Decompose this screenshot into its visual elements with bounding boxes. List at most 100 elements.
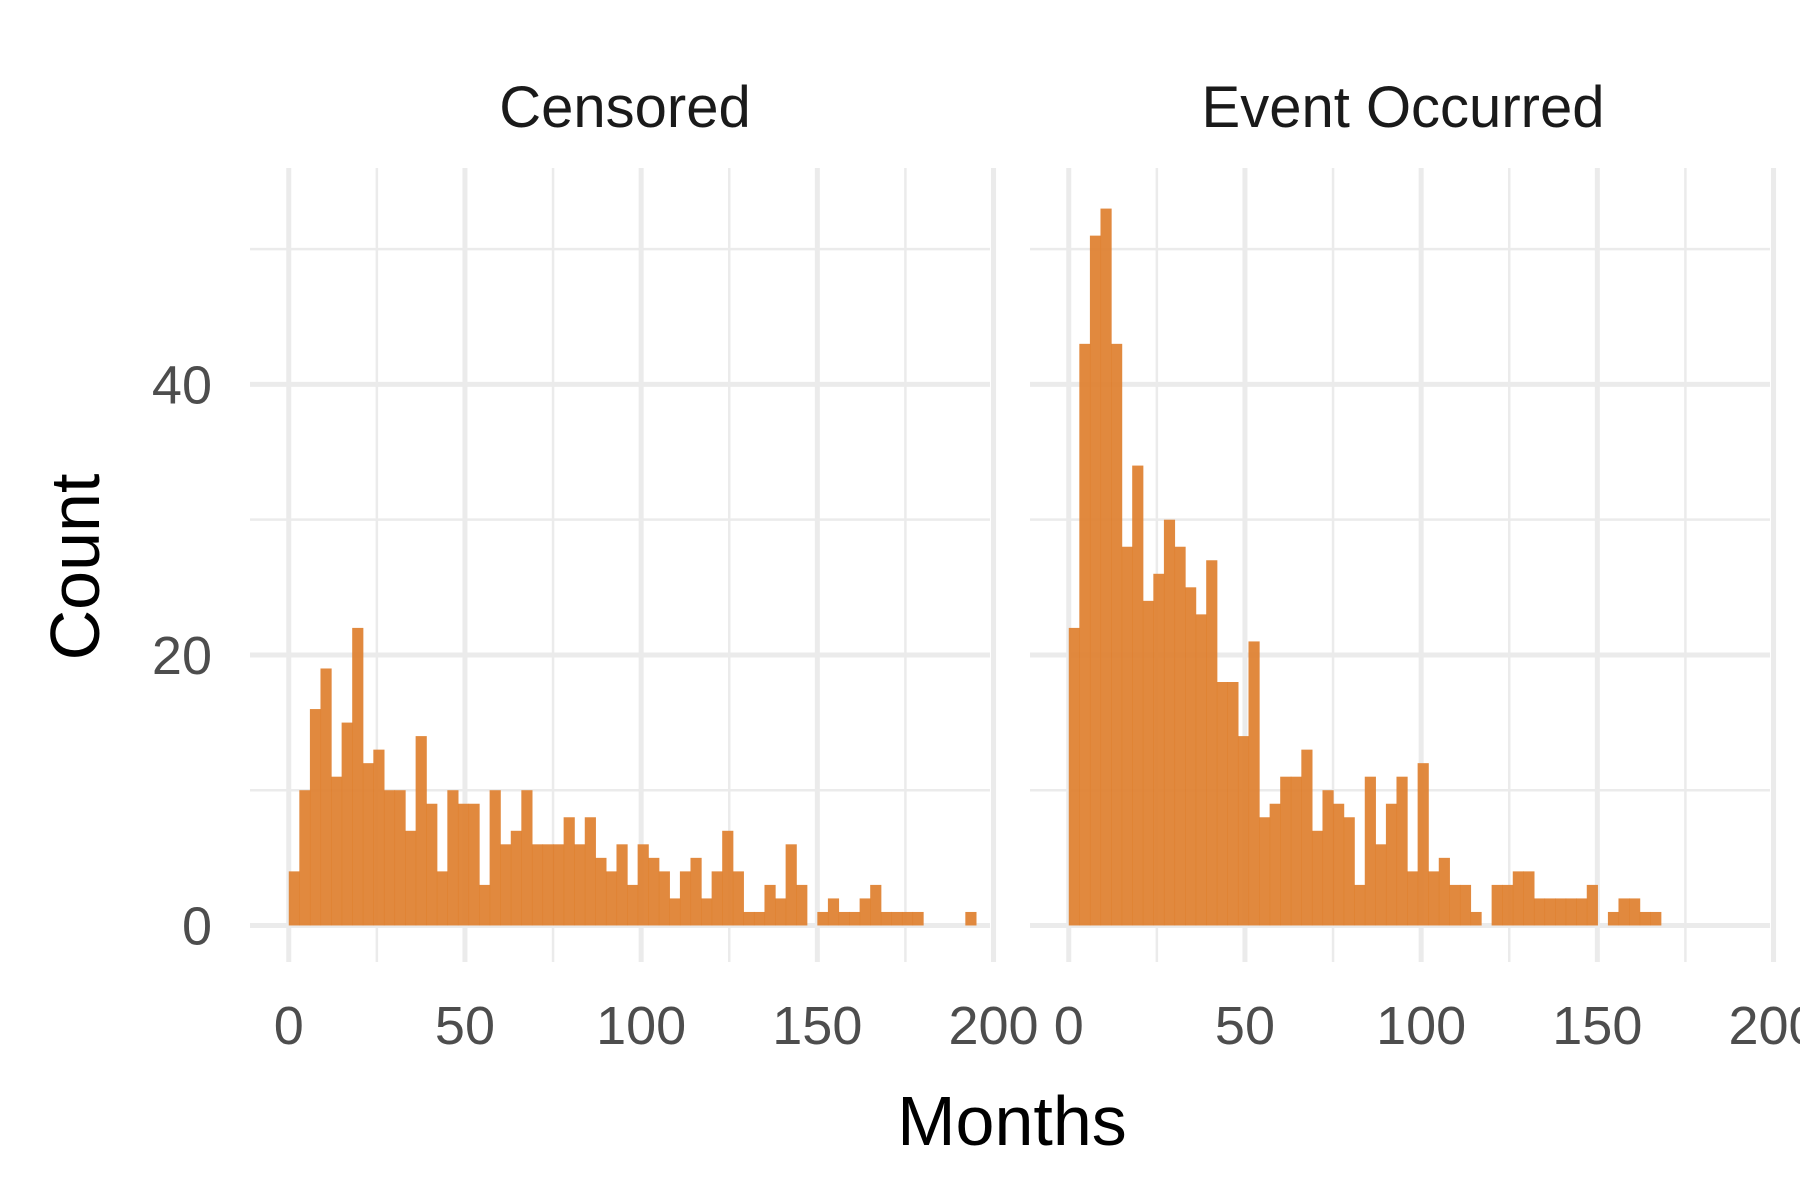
histogram-bar xyxy=(394,790,406,926)
histogram-bar xyxy=(637,844,649,926)
x-tick-label: 100 xyxy=(596,996,686,1056)
histogram-bar xyxy=(1237,736,1250,926)
histogram-bar xyxy=(1068,627,1080,926)
histogram-bar xyxy=(838,911,850,926)
histogram-bar xyxy=(1227,682,1239,926)
histogram-bar xyxy=(1576,898,1588,926)
histogram-bar xyxy=(510,830,522,926)
histogram-bar xyxy=(447,790,459,926)
histogram-bar xyxy=(563,817,575,926)
x-tick-label: 200 xyxy=(948,996,1038,1056)
histogram-bar xyxy=(701,898,713,926)
histogram-bar xyxy=(1375,844,1387,926)
histogram-bar xyxy=(827,898,840,926)
histogram-bar xyxy=(500,844,512,926)
x-axis-title: Months xyxy=(897,1082,1127,1160)
histogram-bar xyxy=(775,898,787,926)
histogram-bar xyxy=(1322,790,1334,926)
histogram-bar xyxy=(309,709,322,926)
x-tick-label: 100 xyxy=(1376,996,1466,1056)
x-tick-label: 0 xyxy=(1054,996,1084,1056)
histogram-bar xyxy=(457,803,470,926)
histogram-bar xyxy=(405,830,417,926)
histogram-bar xyxy=(764,884,776,926)
histogram-bar xyxy=(1459,884,1472,926)
histogram-bar xyxy=(584,817,596,926)
histogram-bar xyxy=(1174,546,1186,926)
bars-censored xyxy=(288,627,977,926)
histogram-bar xyxy=(1290,776,1302,926)
histogram-bar xyxy=(521,790,533,926)
histogram-bar xyxy=(479,884,491,926)
histogram-bar xyxy=(595,857,607,926)
histogram-bar xyxy=(679,871,692,926)
histogram-bar xyxy=(1132,465,1144,926)
histogram-bar xyxy=(331,776,343,926)
histogram-bar xyxy=(1417,763,1429,926)
bars-event-occurred xyxy=(1068,208,1662,926)
histogram-bar xyxy=(690,857,702,926)
x-tick-label: 200 xyxy=(1728,996,1800,1056)
histogram-bar xyxy=(1555,898,1567,926)
histogram-bar xyxy=(1195,614,1207,926)
histogram-bar xyxy=(849,911,861,926)
histogram-bar xyxy=(1311,830,1324,926)
histogram-bar xyxy=(605,871,618,926)
histogram-bar xyxy=(1121,546,1133,926)
histogram-bar xyxy=(542,844,554,926)
histogram-bar xyxy=(711,871,723,926)
histogram-bar xyxy=(553,844,565,926)
histogram-bar xyxy=(1206,560,1218,926)
histogram-bar xyxy=(415,736,427,926)
histogram-bar xyxy=(1607,911,1620,926)
facet-label-censored: Censored xyxy=(499,75,750,140)
panel-event-occurred: Event Occurred 0 50 100 150 200 xyxy=(1030,75,1800,1056)
histogram-bar xyxy=(320,668,332,926)
histogram-bar xyxy=(362,763,374,926)
histogram-bar xyxy=(574,844,586,926)
x-tick-labels-censored: 0 50 100 150 200 xyxy=(274,996,1039,1056)
histogram-bar xyxy=(1153,573,1165,926)
histogram-bar xyxy=(912,911,924,926)
y-axis-title: Count xyxy=(36,474,114,661)
histogram-bar xyxy=(299,790,311,926)
x-tick-label: 50 xyxy=(1215,996,1275,1056)
histogram-bar xyxy=(1089,235,1102,926)
histogram-bar xyxy=(436,871,448,926)
histogram-bar xyxy=(489,790,501,926)
histogram-bar xyxy=(1142,600,1154,926)
histogram-bar xyxy=(1385,803,1398,926)
histogram-bar xyxy=(352,627,364,926)
panel-censored: Censored 0 50 100 150 200 xyxy=(250,75,1039,1056)
histogram-bar xyxy=(870,884,882,926)
histogram-bar xyxy=(1259,817,1271,926)
histogram-bar xyxy=(531,844,544,926)
histogram-bar xyxy=(1364,776,1376,926)
histogram-bar xyxy=(1428,871,1440,926)
histogram-bar xyxy=(785,844,797,926)
histogram-bar xyxy=(468,803,480,926)
histogram-bar xyxy=(373,749,385,926)
histogram-bar xyxy=(753,911,766,926)
histogram-bar xyxy=(1491,884,1503,926)
histogram-bar xyxy=(1100,208,1112,926)
facet-label-event-occurred: Event Occurred xyxy=(1202,75,1605,140)
histogram-bar xyxy=(1111,343,1123,926)
histogram-bar xyxy=(1301,749,1313,926)
y-tick-label: 40 xyxy=(152,355,212,415)
y-tick-label: 20 xyxy=(152,626,212,686)
histogram-bar xyxy=(288,871,300,926)
histogram-bar xyxy=(1343,817,1355,926)
histogram-bar xyxy=(1512,871,1524,926)
x-tick-label: 0 xyxy=(274,996,304,1056)
histogram-bar xyxy=(383,790,396,926)
histogram-bar xyxy=(1185,587,1197,926)
histogram-bar xyxy=(341,722,353,926)
histogram-bar xyxy=(1163,519,1176,926)
histogram-bar xyxy=(1523,871,1535,926)
histogram-bar xyxy=(669,898,681,926)
histogram-bar xyxy=(965,911,977,926)
histogram-bar xyxy=(1216,682,1228,926)
histogram-bar xyxy=(1629,898,1641,926)
